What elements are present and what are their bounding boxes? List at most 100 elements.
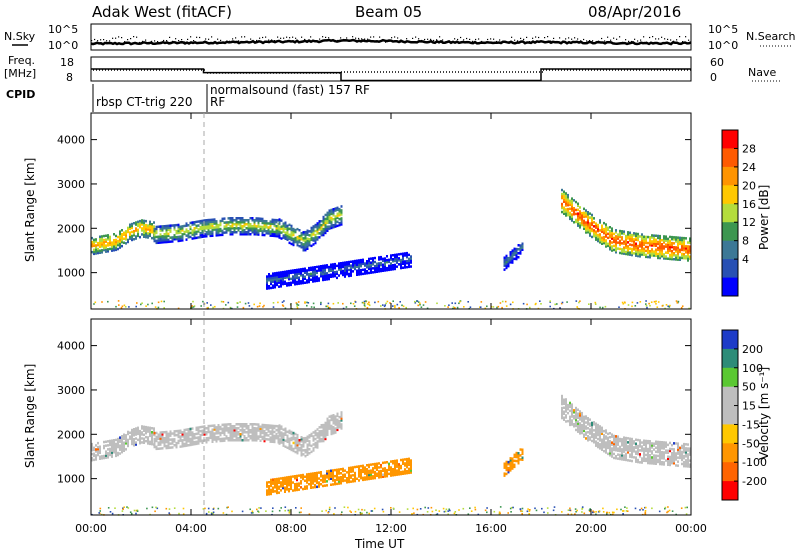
heatmap-cell: [571, 421, 573, 424]
heatmap-cell: [271, 510, 274, 513]
heatmap-cell: [352, 474, 354, 477]
heatmap-cell: [354, 265, 356, 269]
heatmap-cell: [631, 455, 633, 459]
noise-search-dot: [493, 38, 495, 40]
heatmap-cell: [185, 434, 188, 437]
heatmap-cell: [99, 449, 101, 452]
heatmap-cell: [322, 219, 325, 223]
heatmap-cell: [292, 229, 295, 233]
heatmap-cell: [685, 257, 687, 260]
heatmap-cell: [667, 257, 669, 260]
heatmap-cell: [669, 235, 671, 239]
heatmap-cell: [292, 475, 294, 478]
heatmap-cell: [109, 241, 111, 245]
freq-tick-top: 18: [60, 56, 74, 69]
heatmap-cell: [599, 241, 601, 244]
heatmap-cell: [199, 233, 202, 237]
heatmap-cell: [350, 470, 352, 473]
heatmap-cell: [521, 450, 524, 453]
heatmap-cell: [276, 281, 278, 285]
heatmap-cell: [282, 440, 285, 443]
heatmap-cell: [97, 453, 99, 457]
heatmap-cell: [322, 276, 324, 280]
heatmap-cell: [269, 440, 272, 443]
heatmap-cell: [141, 233, 143, 236]
heatmap-cell: [253, 233, 256, 236]
heatmap-cell: [185, 428, 188, 431]
heatmap-cell: [195, 426, 198, 430]
heatmap-cell: [306, 437, 309, 440]
heatmap-cell: [348, 470, 350, 474]
heatmap-cell: [312, 431, 315, 434]
heatmap-cell: [681, 254, 683, 258]
heatmap-cell: [267, 222, 270, 225]
heatmap-cell: [575, 414, 577, 418]
heatmap-cell: [655, 456, 657, 459]
heatmap-cell: [386, 461, 388, 464]
heatmap-cell: [599, 237, 601, 240]
heatmap-cell: [380, 267, 382, 271]
heatmap-cell: [127, 228, 129, 232]
heatmap-cell: [378, 470, 380, 473]
noise-search-dot: [604, 40, 606, 42]
heatmap-cell: [669, 245, 671, 249]
heatmap-cell: [687, 455, 689, 458]
heatmap-cell: [314, 268, 316, 271]
heatmap-cell: [266, 481, 268, 484]
heatmap-cell: [296, 435, 299, 439]
heatmap-cell: [167, 442, 170, 446]
heatmap-cell: [121, 444, 123, 448]
heatmap-cell: [587, 223, 589, 226]
heatmap-cell: [121, 446, 123, 450]
heatmap-cell: [604, 305, 607, 308]
heatmap-cell: [325, 305, 327, 308]
colorbar-segment: [722, 148, 738, 168]
heatmap-cell: [181, 435, 184, 438]
heatmap-cell: [282, 280, 284, 284]
heatmap-cell: [571, 409, 573, 412]
x-tick-label: 20:00: [575, 522, 607, 535]
colorbar-tick-label: 4: [742, 253, 749, 266]
heatmap-cell: [396, 463, 398, 466]
heatmap-cell: [261, 431, 264, 435]
heatmap-cell: [322, 217, 325, 221]
heatmap-cell: [163, 439, 166, 442]
heatmap-cell: [589, 424, 591, 427]
noise-search-dot: [520, 37, 522, 39]
heatmap-cell: [685, 447, 687, 450]
heatmap-cell: [286, 438, 289, 442]
heatmap-cell: [368, 463, 370, 467]
heatmap-cell: [275, 220, 278, 224]
heatmap-cell: [637, 254, 639, 258]
noise-search-dot: [526, 36, 528, 38]
heatmap-cell: [93, 303, 95, 305]
heatmap-cell: [406, 255, 408, 259]
noise-panel: N.Sky 10^5 10^0 10^5 10^0 N.Search: [4, 23, 796, 52]
heatmap-cell: [320, 220, 323, 223]
heatmap-cell: [137, 428, 139, 432]
heatmap-cell: [581, 213, 583, 217]
heatmap-cell: [619, 439, 621, 443]
heatmap-cell: [593, 511, 595, 513]
heatmap-cell: [653, 456, 655, 459]
heatmap-cell: [298, 238, 301, 242]
heatmap-cell: [245, 437, 248, 440]
heatmap-cell: [263, 433, 266, 437]
heatmap-cell: [120, 307, 123, 309]
heatmap-cell: [314, 485, 316, 489]
heatmap-cell: [167, 438, 170, 442]
heatmap-cell: [219, 433, 222, 437]
heatmap-cell: [217, 227, 220, 231]
heatmap-cell: [685, 465, 687, 468]
heatmap-cell: [296, 486, 298, 490]
heatmap-cell: [227, 423, 230, 426]
heatmap-cell: [223, 439, 226, 442]
heatmap-cell: [294, 277, 296, 280]
heatmap-cell: [337, 302, 339, 304]
heatmap-cell: [195, 442, 198, 446]
heatmap-cell: [280, 437, 283, 440]
heatmap-cell: [615, 231, 617, 234]
heatmap-cell: [350, 511, 352, 513]
heatmap-cell: [149, 224, 151, 228]
heatmap-cell: [288, 483, 290, 487]
